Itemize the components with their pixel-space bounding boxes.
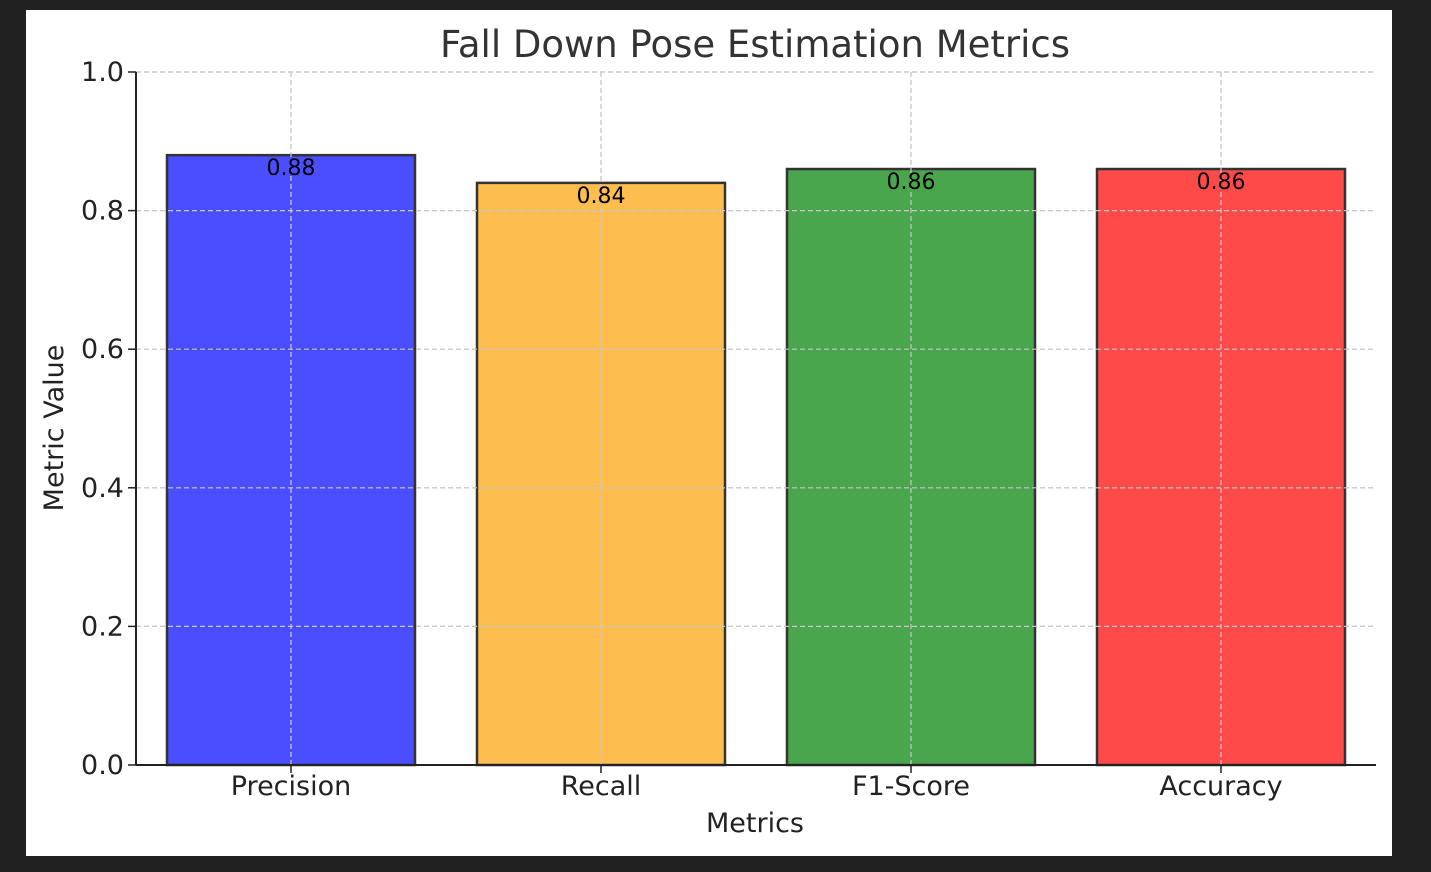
bar-value-label: 0.88 xyxy=(267,156,316,181)
bar-value-label: 0.86 xyxy=(887,170,936,195)
axis-layer xyxy=(128,71,1376,773)
y-axis-label: Metric Value xyxy=(39,345,70,512)
x-tick-label: F1-Score xyxy=(852,771,970,802)
x-axis-label: Metrics xyxy=(706,808,804,839)
y-tick-label: 0.4 xyxy=(81,473,124,504)
x-tick-label: Recall xyxy=(561,771,642,802)
bar-chart: 0.0 0.2 0.4 0.6 0.8 1.0 Precision Recall F1-Scor… xyxy=(39,23,1376,839)
label-layer: 0.0 0.2 0.4 0.6 0.8 1.0 Precision Recall F1-Scor… xyxy=(81,57,1283,802)
y-tick-label: 0.0 xyxy=(81,750,124,781)
bar-layer xyxy=(136,71,1376,767)
chart-figure: 0.0 0.2 0.4 0.6 0.8 1.0 Precision Recall F1-Scor… xyxy=(26,10,1392,856)
bar-value-label: 0.86 xyxy=(1197,170,1246,195)
x-tick-label: Precision xyxy=(231,771,351,802)
chart-title: Fall Down Pose Estimation Metrics xyxy=(440,23,1070,66)
y-tick-label: 0.2 xyxy=(81,611,124,642)
x-tick-label: Accuracy xyxy=(1159,771,1282,802)
bar-value-label: 0.84 xyxy=(577,184,626,209)
y-tick-label: 0.8 xyxy=(81,196,124,227)
y-tick-label: 0.6 xyxy=(81,334,124,365)
y-tick-label: 1.0 xyxy=(81,57,124,88)
